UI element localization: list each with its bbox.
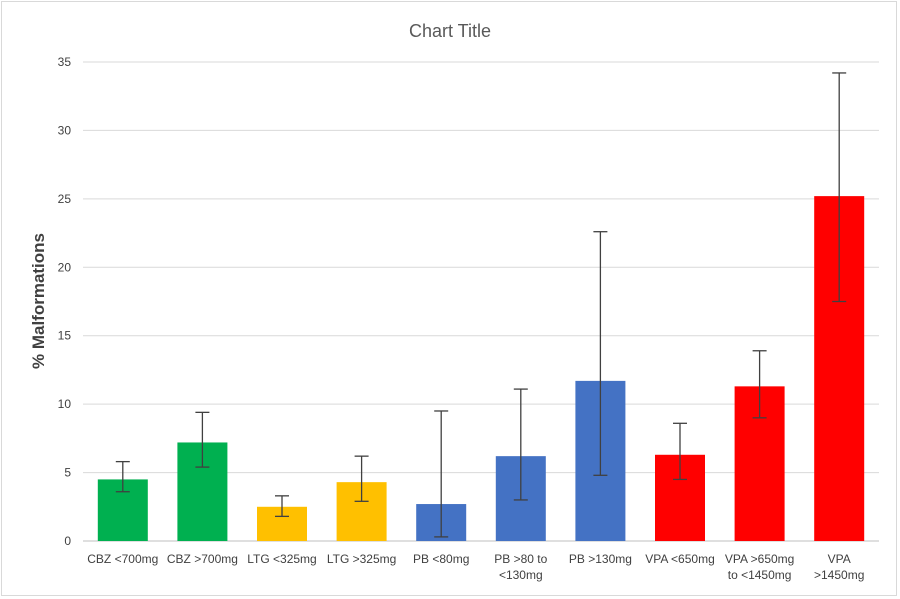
category-label: VPA >650mg xyxy=(725,552,795,566)
error-bar xyxy=(673,422,687,481)
error-bar xyxy=(434,410,449,538)
y-tick-label: 20 xyxy=(58,260,72,274)
category-label: >1450mg xyxy=(814,568,864,582)
y-tick-label: 10 xyxy=(58,397,72,411)
category-labels: CBZ <700mg CBZ >700mg LTG <325mg LTG >325mg… xyxy=(87,552,864,582)
y-tick-label: 25 xyxy=(58,192,72,206)
category-label: CBZ >700mg xyxy=(167,552,238,566)
y-tick-label: 30 xyxy=(58,123,72,137)
bars xyxy=(97,196,865,541)
error-bar xyxy=(593,231,608,476)
y-tick-label: 35 xyxy=(58,55,72,69)
category-label: LTG >325mg xyxy=(327,552,396,566)
category-label: LTG <325mg xyxy=(247,552,316,566)
category-label: PB >130mg xyxy=(569,552,632,566)
category-label: PB <80mg xyxy=(413,552,469,566)
y-tick-label: 0 xyxy=(64,534,71,548)
error-bar xyxy=(275,495,289,518)
error-bar xyxy=(354,455,369,502)
category-label: PB >80 to xyxy=(494,552,547,566)
y-axis-label: % Malformations xyxy=(29,233,48,369)
error-bar xyxy=(513,388,528,501)
error-bar xyxy=(832,72,847,303)
y-tick-label: 5 xyxy=(64,466,71,480)
category-label: <130mg xyxy=(499,568,543,582)
category-label: to <1450mg xyxy=(728,568,792,582)
y-tick-labels: 0 5 10 15 20 25 30 35 xyxy=(58,55,72,548)
category-label: VPA xyxy=(828,552,851,566)
error-bar xyxy=(195,411,210,468)
error-bar xyxy=(115,460,130,493)
y-tick-label: 15 xyxy=(58,329,72,343)
category-label: CBZ <700mg xyxy=(87,552,158,566)
error-bars xyxy=(115,72,847,538)
category-label: VPA <650mg xyxy=(645,552,715,566)
error-bar xyxy=(752,350,767,419)
chart-title: Chart Title xyxy=(409,21,491,41)
